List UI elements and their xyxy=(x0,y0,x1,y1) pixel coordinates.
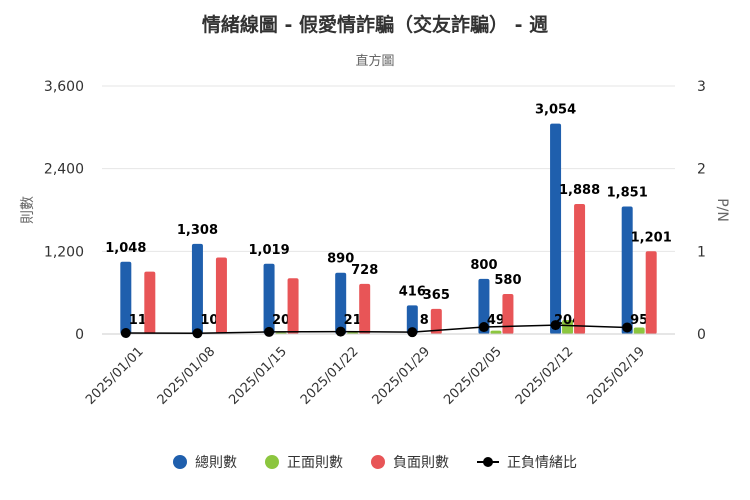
data-label: 580 xyxy=(494,273,521,288)
bar-total xyxy=(191,243,203,334)
ratio-point xyxy=(335,326,346,337)
data-label: 95 xyxy=(630,313,648,328)
data-label: 1,019 xyxy=(249,243,290,258)
data-label: 890 xyxy=(327,252,354,267)
bar-total xyxy=(550,123,562,334)
y2-tick-label: 0 xyxy=(697,327,706,343)
bar-total xyxy=(406,305,418,334)
bar-positive xyxy=(633,327,645,334)
legend-item-negative[interactable]: 負面則數 xyxy=(371,452,449,472)
bar-positive xyxy=(562,319,574,334)
ratio-point xyxy=(550,320,561,331)
bar-positive xyxy=(490,330,502,334)
bar-negative xyxy=(287,278,299,334)
legend-item-total[interactable]: 總則數 xyxy=(173,452,237,472)
data-label: 365 xyxy=(423,288,450,303)
x-tick-label: 2025/01/15 xyxy=(226,344,290,408)
y-tick-label: 0 xyxy=(75,327,84,343)
x-tick-label: 2025/01/29 xyxy=(370,344,434,408)
x-tick-label: 2025/02/12 xyxy=(513,344,577,408)
legend-item-positive[interactable]: 正面則數 xyxy=(265,452,343,472)
bar-negative xyxy=(645,251,657,334)
y-tick-label: 2,400 xyxy=(44,162,84,178)
data-label: 1,048 xyxy=(105,241,146,256)
bar-total xyxy=(263,263,275,334)
bar-negative xyxy=(215,257,227,334)
data-label: 21 xyxy=(344,313,362,328)
ratio-line xyxy=(125,324,628,335)
legend-item-ratio[interactable]: 正負情緒比 xyxy=(477,452,577,472)
ratio-point xyxy=(407,327,418,338)
y2-tick-label: 2 xyxy=(697,162,706,178)
ratio-point xyxy=(120,328,131,339)
legend-marker xyxy=(173,455,187,469)
data-label: 20 xyxy=(272,313,290,328)
x-tick-label: 2025/02/19 xyxy=(584,344,648,408)
bar-total xyxy=(120,261,132,334)
x-tick-label: 2025/01/22 xyxy=(298,344,362,408)
bar-total xyxy=(478,278,490,334)
legend-marker xyxy=(371,455,385,469)
legend-label: 正負情緒比 xyxy=(507,455,577,471)
legend-label: 負面則數 xyxy=(393,455,449,471)
y2-tick-label: 3 xyxy=(697,79,706,95)
data-label: 416 xyxy=(399,284,426,299)
ratio-point xyxy=(622,322,633,333)
plot-area: 0 0 1,200 1 2,400 2 3,600 3 則數 P/N 1,048 11 2025/01/… xyxy=(20,79,730,408)
bar-total xyxy=(621,206,633,334)
y-tick-label: 3,600 xyxy=(44,79,84,95)
legend-marker xyxy=(265,455,279,469)
data-label: 49 xyxy=(487,313,505,328)
data-label: 10 xyxy=(200,313,218,328)
ratio-point xyxy=(264,326,275,337)
ratio-point xyxy=(192,328,203,339)
y2-tick-label: 1 xyxy=(697,244,706,260)
ratio-point xyxy=(478,322,489,333)
bar-negative xyxy=(430,308,442,334)
data-label: 800 xyxy=(470,258,497,273)
data-label: 11 xyxy=(129,313,147,328)
bar-negative xyxy=(574,203,586,334)
bar-total xyxy=(335,272,347,334)
x-tick-label: 2025/02/05 xyxy=(441,344,505,408)
y-tick-label: 1,200 xyxy=(44,244,84,260)
data-label: 728 xyxy=(351,263,378,278)
data-label: 1,888 xyxy=(559,183,600,198)
legend-label: 總則數 xyxy=(195,455,237,471)
legend: 總則數 正面則數 負面則數 正負情緒比 xyxy=(0,452,750,472)
data-label: 1,201 xyxy=(631,230,672,245)
legend-marker xyxy=(477,455,499,469)
y-axis-label: 則數 xyxy=(20,196,36,224)
data-label: 3,054 xyxy=(535,103,576,118)
data-label: 8 xyxy=(420,313,429,328)
chart-title: 情緒線圖 - 假愛情詐騙（交友詐騙） - 週 xyxy=(201,14,549,36)
chart-subtitle: 直方圖 xyxy=(355,54,395,69)
bar-negative xyxy=(502,294,514,334)
legend-label: 正面則數 xyxy=(287,455,343,471)
x-tick-label: 2025/01/01 xyxy=(83,344,147,408)
data-label: 1,851 xyxy=(607,185,648,200)
bar-negative xyxy=(144,271,156,334)
y2-axis-label: P/N xyxy=(714,198,730,222)
data-label: 1,308 xyxy=(177,223,218,238)
bar-negative xyxy=(359,283,371,334)
x-tick-label: 2025/01/08 xyxy=(155,344,219,408)
